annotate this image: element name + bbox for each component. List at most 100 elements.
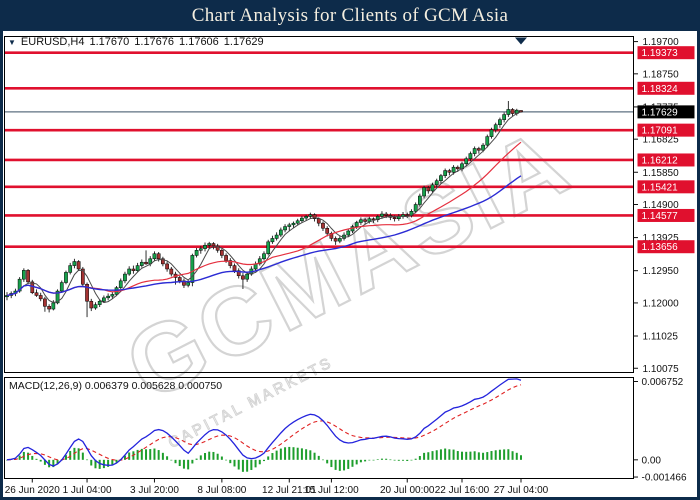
candle-body bbox=[64, 272, 68, 283]
macd-histogram-bar bbox=[157, 450, 160, 460]
macd-histogram-bar bbox=[170, 459, 173, 461]
price-line-label: 1.16212 bbox=[642, 155, 679, 166]
macd-histogram-bar bbox=[469, 451, 472, 460]
candle-body bbox=[236, 270, 241, 277]
macd-histogram-bar bbox=[149, 449, 152, 460]
current-price-label-bg bbox=[637, 105, 695, 119]
price-tick-label: 1.11025 bbox=[643, 332, 679, 343]
candle-body bbox=[472, 148, 477, 154]
macd-histogram-bar bbox=[482, 452, 485, 460]
macd-histogram-bar bbox=[507, 449, 510, 460]
candle-body bbox=[59, 282, 64, 292]
price-tick-label: 1.12950 bbox=[643, 266, 680, 277]
macd-histogram-bar bbox=[355, 459, 358, 465]
candle-body bbox=[177, 277, 182, 282]
macd-histogram-bar bbox=[515, 452, 518, 460]
macd-histogram-bar bbox=[187, 459, 190, 470]
horizontal-lines[interactable] bbox=[4, 51, 634, 249]
macd-histogram-bar bbox=[182, 459, 185, 469]
macd-histogram-bar bbox=[107, 459, 110, 467]
price-line-label-bg[interactable] bbox=[637, 123, 695, 137]
price-line-label-bg[interactable] bbox=[637, 46, 695, 60]
macd-histogram-bar bbox=[233, 459, 236, 467]
price-tick-label: 1.16825 bbox=[643, 135, 680, 146]
price-line-label: 1.18324 bbox=[642, 84, 679, 95]
macd-histogram-bar bbox=[321, 459, 324, 461]
macd-histogram-bar bbox=[204, 453, 207, 460]
macd-histogram-bar bbox=[338, 459, 341, 471]
macd-histogram-bar bbox=[448, 449, 451, 460]
price-tick-label: 1.14900 bbox=[643, 200, 680, 211]
macd-histogram-bar bbox=[385, 458, 388, 460]
macd-axis[interactable]: 0.006752 0.00 -0.001466 bbox=[633, 377, 687, 484]
candle-body bbox=[102, 297, 106, 302]
macd-histogram-bar bbox=[372, 459, 375, 461]
candle-body bbox=[211, 243, 216, 247]
candle-body bbox=[131, 268, 136, 271]
candle-body bbox=[426, 187, 431, 192]
macd-histogram-bar bbox=[178, 459, 181, 467]
macd-histogram-bar bbox=[494, 450, 497, 460]
candle-body bbox=[510, 109, 515, 114]
candle-body bbox=[439, 175, 443, 181]
price-line-label: 1.13656 bbox=[642, 242, 679, 253]
macd-histogram-bar bbox=[199, 455, 202, 460]
price-line-label-bg[interactable] bbox=[637, 240, 695, 254]
candle-body bbox=[519, 110, 523, 113]
price-line-label-bg[interactable] bbox=[637, 180, 695, 194]
price-axis[interactable]: 1.197001.187501.177751.168251.158501.149… bbox=[633, 37, 695, 375]
candle-body bbox=[245, 273, 249, 280]
candle-body bbox=[152, 253, 157, 260]
macd-histogram-bar bbox=[136, 449, 139, 460]
candle-body bbox=[287, 224, 292, 227]
moving-average-line bbox=[6, 175, 522, 297]
time-tick-label: 3 Jul 20:00 bbox=[130, 485, 179, 496]
candle-body bbox=[270, 238, 275, 243]
macd-histogram-bar bbox=[128, 452, 131, 460]
candle-body bbox=[38, 295, 43, 300]
macd-histogram-bar bbox=[347, 459, 350, 469]
price-line-label-bg[interactable] bbox=[637, 81, 695, 95]
moving-averages bbox=[6, 111, 522, 304]
price-tick-label: 1.13925 bbox=[643, 233, 680, 244]
macd-histogram-bar bbox=[153, 448, 156, 460]
candle-body bbox=[477, 148, 481, 151]
macd-histogram-bar bbox=[254, 459, 257, 468]
candle-body bbox=[325, 228, 330, 234]
candle-body bbox=[135, 265, 140, 271]
macd-histogram-bar bbox=[64, 455, 67, 460]
macd-tick-label: -0.001466 bbox=[642, 473, 687, 484]
candle-body bbox=[464, 158, 469, 165]
candle-body bbox=[308, 214, 313, 217]
time-axis[interactable]: 26 Jun 2020 1 Jul 04:00 3 Jul 20:00 8 Jul 0… bbox=[5, 478, 549, 497]
macd-histogram-bar bbox=[250, 459, 253, 470]
candle-body bbox=[123, 273, 127, 282]
macd-histogram bbox=[6, 446, 522, 472]
candle-body bbox=[278, 229, 283, 236]
candle-body bbox=[371, 218, 376, 221]
candle-body bbox=[47, 306, 51, 310]
candle-body bbox=[363, 219, 367, 222]
macd-histogram-bar bbox=[309, 450, 312, 460]
candle-body bbox=[165, 263, 169, 270]
symbol-dropdown-icon[interactable]: ▼ bbox=[8, 37, 16, 47]
price-line-label: 1.14577 bbox=[642, 211, 679, 222]
price-line-label-bg[interactable] bbox=[637, 208, 695, 222]
macd-histogram-bar bbox=[18, 455, 21, 460]
macd-histogram-bar bbox=[220, 456, 223, 460]
price-tick-label: 1.18750 bbox=[643, 69, 680, 80]
macd-histogram-bar bbox=[486, 452, 489, 460]
macd-histogram-bar bbox=[439, 449, 442, 460]
candle-body bbox=[93, 304, 98, 309]
candle-body bbox=[422, 187, 426, 197]
price-line-label-bg[interactable] bbox=[637, 153, 695, 167]
candle-body bbox=[312, 214, 317, 220]
macd-histogram-bar bbox=[115, 459, 118, 463]
candle-body bbox=[257, 258, 262, 265]
candle-body bbox=[241, 275, 245, 280]
macd-histogram-bar bbox=[334, 459, 337, 470]
chart-shift-marker[interactable] bbox=[514, 37, 527, 45]
macd-histogram-bar bbox=[43, 459, 46, 465]
